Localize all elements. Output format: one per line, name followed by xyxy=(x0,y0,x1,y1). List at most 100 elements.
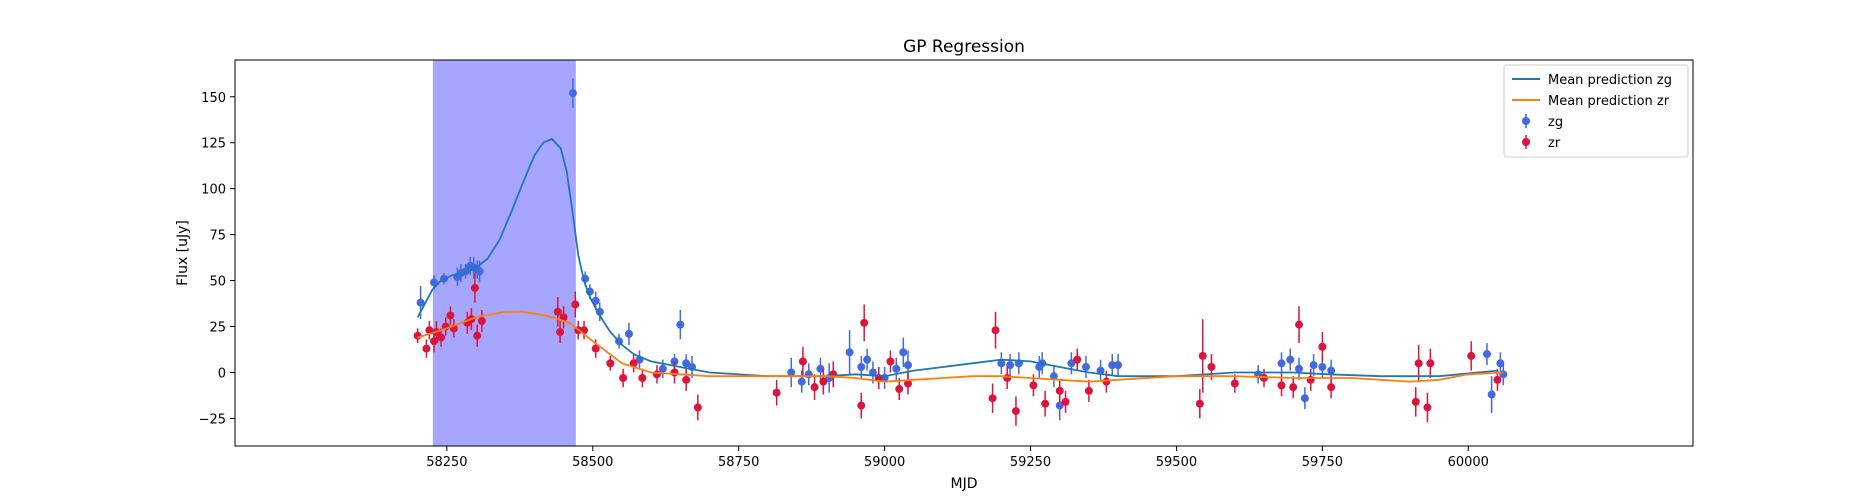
data-layer xyxy=(413,78,1508,426)
data-point-zr xyxy=(1414,359,1423,368)
data-point-zr xyxy=(1195,399,1204,408)
plot-frame xyxy=(234,59,1694,447)
data-point-zg xyxy=(997,359,1006,368)
prediction-line-zr xyxy=(417,310,1504,383)
data-point-zr xyxy=(895,385,904,394)
data-point-zg xyxy=(804,370,813,379)
data-point-zr xyxy=(559,313,568,322)
data-point-zg xyxy=(1114,361,1123,370)
data-point-zg xyxy=(430,278,439,287)
y-axis-label: Flux [uJy] xyxy=(175,220,191,286)
data-point-zg xyxy=(1108,361,1117,370)
data-point-zr xyxy=(670,368,679,377)
data-point-zr xyxy=(682,375,691,384)
data-point-zr xyxy=(1411,397,1420,406)
data-point-zg xyxy=(1055,401,1064,410)
y-tick-label: 0 xyxy=(218,366,226,381)
data-point-zr xyxy=(606,359,615,368)
data-point-zr xyxy=(1289,383,1298,392)
data-point-zr xyxy=(1102,377,1111,386)
data-point-zr xyxy=(477,317,486,326)
x-tick-label: 58750 xyxy=(718,455,759,470)
x-tick-label: 58250 xyxy=(426,455,467,470)
data-point-zr xyxy=(1207,362,1216,371)
y-tick-label: 150 xyxy=(201,91,226,106)
x-tick-label: 59000 xyxy=(864,455,905,470)
data-point-zr xyxy=(638,373,647,382)
data-point-zr xyxy=(1003,373,1012,382)
prediction-line-zg xyxy=(416,137,1498,378)
x-axis-label: MJD xyxy=(951,476,978,492)
legend-swatch-marker xyxy=(1522,138,1530,146)
highlight-span-layer xyxy=(432,60,576,446)
data-point-zr xyxy=(1198,351,1207,360)
data-point-zr xyxy=(1467,351,1476,360)
data-point-zr xyxy=(591,344,600,353)
y-tick-label: −25 xyxy=(199,412,226,427)
data-point-zg xyxy=(475,267,484,276)
data-point-zg xyxy=(682,359,691,368)
data-point-zg xyxy=(1309,361,1318,370)
data-point-zr xyxy=(1230,379,1239,388)
data-point-zr xyxy=(772,388,781,397)
data-point-zg xyxy=(816,364,825,373)
x-tick-label: 59750 xyxy=(1302,455,1343,470)
data-point-zr xyxy=(553,307,562,316)
data-point-zg xyxy=(892,364,901,373)
data-point-zg xyxy=(1487,390,1496,399)
data-point-zr xyxy=(1493,375,1502,384)
data-point-zr xyxy=(991,326,1000,335)
data-point-zg xyxy=(1482,350,1491,359)
chart-title: GP Regression xyxy=(903,37,1025,57)
data-point-zg xyxy=(787,368,796,377)
data-point-zr xyxy=(810,383,819,392)
y-tick-label: 25 xyxy=(209,321,226,336)
data-point-zr xyxy=(1061,397,1070,406)
data-point-zg xyxy=(1006,361,1015,370)
data-point-zr xyxy=(422,344,431,353)
y-tick-label: 100 xyxy=(201,183,226,198)
data-point-zr xyxy=(1011,407,1020,416)
highlight-span xyxy=(432,60,576,446)
data-point-zg xyxy=(1499,370,1508,379)
data-point-zr xyxy=(798,357,807,366)
data-point-zg xyxy=(1286,355,1295,364)
x-tick-label: 59250 xyxy=(1010,455,1051,470)
data-point-zr xyxy=(1318,342,1327,351)
data-point-zr xyxy=(1055,386,1064,395)
data-point-zr xyxy=(437,333,446,342)
data-point-zr xyxy=(1306,375,1315,384)
data-point-zg xyxy=(416,298,425,307)
data-point-zr xyxy=(1073,355,1082,364)
data-point-zg xyxy=(1277,359,1286,368)
data-point-zr xyxy=(1029,381,1038,390)
y-axis-ticks: −25 0 25 50 75 100 125 150 xyxy=(199,91,235,427)
y-tick-label: 50 xyxy=(209,275,226,290)
x-tick-label: 58500 xyxy=(572,455,613,470)
data-point-zr xyxy=(1041,399,1050,408)
data-point-zg xyxy=(903,361,912,370)
data-point-zg xyxy=(1049,372,1058,381)
data-point-zr xyxy=(860,318,869,327)
data-point-zr xyxy=(1327,383,1336,392)
x-tick-label: 60000 xyxy=(1448,455,1489,470)
data-point-zg xyxy=(1327,366,1336,375)
data-point-zr xyxy=(652,370,661,379)
y-tick-label: 75 xyxy=(209,229,226,244)
x-tick-label: 59500 xyxy=(1156,455,1197,470)
data-point-zr xyxy=(556,328,565,337)
data-point-zr xyxy=(413,331,422,340)
data-point-zr xyxy=(619,373,628,382)
data-point-zg xyxy=(1067,359,1076,368)
data-point-zr xyxy=(473,331,482,340)
data-point-zr xyxy=(693,403,702,412)
data-point-zr xyxy=(886,357,895,366)
data-point-zg xyxy=(1318,362,1327,371)
data-point-zg xyxy=(863,355,872,364)
data-point-zg xyxy=(624,329,633,338)
legend-swatch-marker xyxy=(1522,117,1530,125)
data-point-zr xyxy=(1423,403,1432,412)
x-axis-ticks: 58250 58500 58750 59000 59250 59500 59750 60000 xyxy=(426,446,1489,470)
data-point-zg xyxy=(1295,364,1304,373)
legend-label: Mean prediction zr xyxy=(1548,94,1670,109)
